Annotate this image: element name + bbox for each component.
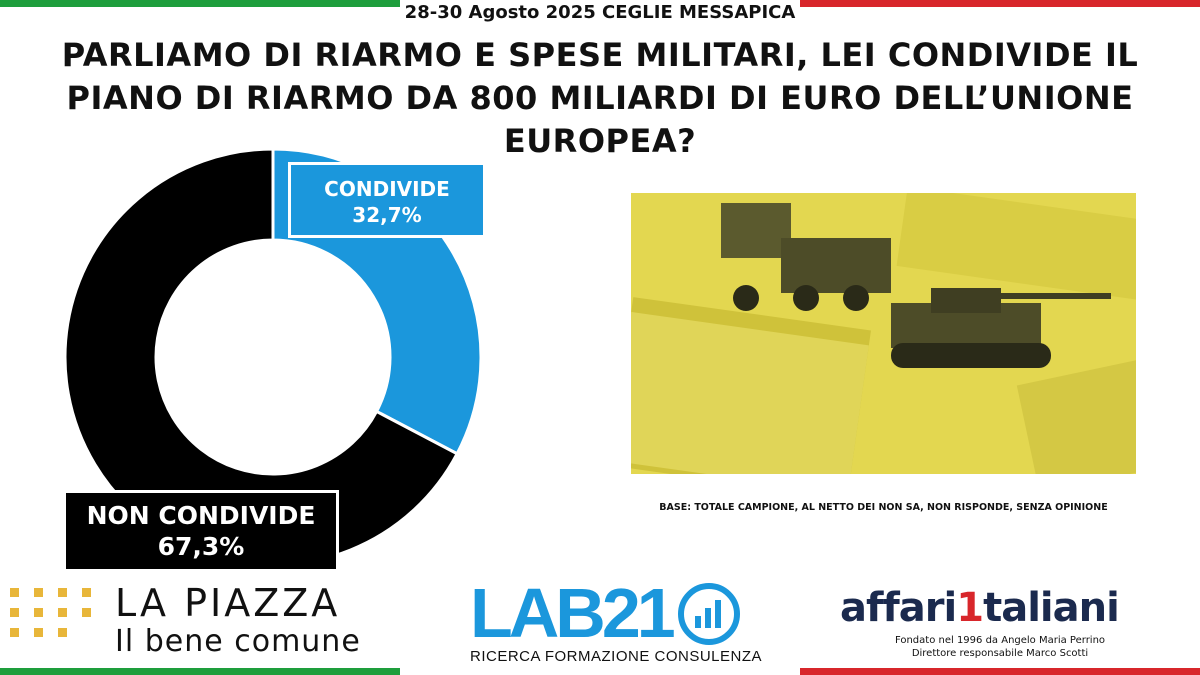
lab21-chart-icon xyxy=(678,583,740,645)
lab21-subtitle: RICERCA FORMAZIONE CONSULENZA xyxy=(470,648,763,665)
label-non-condivide: NON CONDIVIDE 67,3% xyxy=(63,490,339,572)
label-condivide-text: CONDIVIDE xyxy=(324,177,450,201)
flag-green-bar-top xyxy=(0,0,400,7)
label-condivide: CONDIVIDE 32,7% xyxy=(288,162,486,238)
base-note: BASE: TOTALE CAMPIONE, AL NETTO DEI NON … xyxy=(659,502,1108,513)
label-non-condivide-text: NON CONDIVIDE xyxy=(86,501,316,530)
lapiazza-title: LA PIAZZA xyxy=(115,581,341,625)
affaritaliani-director: Direttore responsabile Marco Scotti xyxy=(911,648,1089,659)
lapiazza-dots-icon xyxy=(10,588,91,637)
affaritaliani-logo-part1: affari xyxy=(840,585,957,631)
flag-red-bar-bottom xyxy=(800,668,1200,675)
photo-illustration xyxy=(631,193,1136,474)
survey-question: PARLIAMO DI RIARMO E SPESE MILITARI, LEI… xyxy=(61,36,1139,160)
lapiazza-subtitle: Il bene comune xyxy=(115,624,361,659)
event-title: 28-30 Agosto 2025 CEGLIE MESSAPICA xyxy=(404,2,796,23)
affaritaliani-founded: Fondato nel 1996 da Angelo Maria Perrino xyxy=(894,635,1106,646)
flag-red-bar-top xyxy=(800,0,1200,7)
label-non-condivide-value: 67,3% xyxy=(157,532,245,561)
label-condivide-value: 32,7% xyxy=(352,203,422,227)
affaritaliani-logo: affari1taliani xyxy=(840,585,1120,631)
affaritaliani-logo-one: 1 xyxy=(956,585,984,631)
flag-green-bar-bottom xyxy=(0,668,400,675)
lab21-logo-text: LAB21 xyxy=(470,574,676,652)
affaritaliani-logo-part3: taliani xyxy=(983,585,1120,631)
military-vehicles-and-dollars-photo xyxy=(631,193,1136,474)
